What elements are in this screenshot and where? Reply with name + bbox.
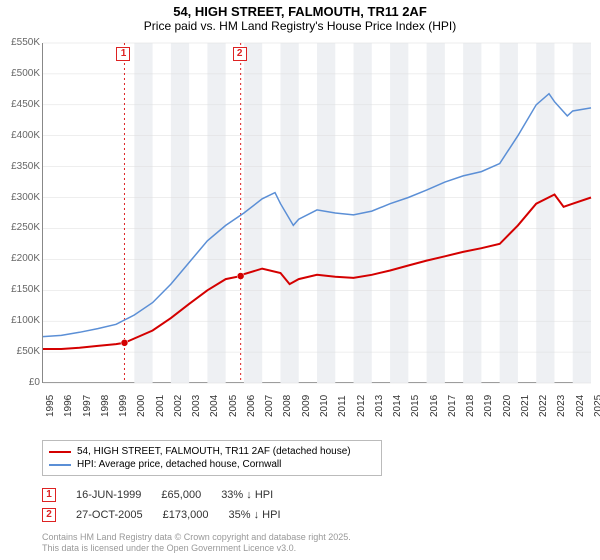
x-tick-label: 2003 — [191, 395, 202, 417]
y-tick-label: £550K — [2, 37, 40, 48]
license-line1: Contains HM Land Registry data © Crown c… — [42, 532, 351, 543]
x-tick-label: 2000 — [136, 395, 147, 417]
x-tick-label: 1995 — [45, 395, 56, 417]
legend-swatch — [49, 464, 71, 466]
x-tick-label: 2017 — [447, 395, 458, 417]
chart: £0 £50K £100K £150K £200K £250K £300K £350K £400… — [0, 35, 600, 435]
x-tick-label: 2013 — [374, 395, 385, 417]
vline-marker: 1 — [116, 47, 130, 61]
x-tick-label: 2009 — [301, 395, 312, 417]
license-line2: This data is licensed under the Open Gov… — [42, 543, 351, 554]
y-tick-label: £50K — [2, 346, 40, 357]
legend-label: HPI: Average price, detached house, Corn… — [77, 459, 281, 470]
event-price: £173,000 — [163, 509, 209, 521]
x-tick-label: 2014 — [392, 395, 403, 417]
y-tick-label: £250K — [2, 222, 40, 233]
x-tick-label: 2005 — [228, 395, 239, 417]
y-tick-label: £450K — [2, 99, 40, 110]
event-delta: 35% ↓ HPI — [229, 509, 281, 521]
title-line2: Price paid vs. HM Land Registry's House … — [0, 19, 600, 33]
y-tick-label: £350K — [2, 161, 40, 172]
y-tick-label: £100K — [2, 315, 40, 326]
legend: 54, HIGH STREET, FALMOUTH, TR11 2AF (det… — [42, 440, 382, 476]
x-tick-label: 1997 — [82, 395, 93, 417]
vline-marker: 2 — [233, 47, 247, 61]
y-tick-label: £150K — [2, 284, 40, 295]
x-tick-label: 2010 — [319, 395, 330, 417]
x-tick-label: 2012 — [356, 395, 367, 417]
x-tick-label: 2004 — [209, 395, 220, 417]
event-date: 27-OCT-2005 — [76, 509, 143, 521]
legend-swatch — [49, 451, 71, 453]
x-tick-label: 2022 — [538, 395, 549, 417]
plot-svg — [43, 43, 590, 382]
x-tick-label: 2018 — [465, 395, 476, 417]
x-tick-label: 2008 — [282, 395, 293, 417]
x-tick-label: 2007 — [264, 395, 275, 417]
x-tick-label: 2015 — [410, 395, 421, 417]
x-tick-label: 2020 — [502, 395, 513, 417]
x-tick-label: 1996 — [63, 395, 74, 417]
license-text: Contains HM Land Registry data © Crown c… — [42, 532, 351, 554]
y-tick-label: £0 — [2, 377, 40, 388]
legend-item: 54, HIGH STREET, FALMOUTH, TR11 2AF (det… — [49, 445, 375, 458]
title-block: 54, HIGH STREET, FALMOUTH, TR11 2AF Pric… — [0, 0, 600, 35]
event-row: 1 16-JUN-1999 £65,000 33% ↓ HPI — [42, 488, 273, 502]
y-tick-label: £300K — [2, 192, 40, 203]
x-tick-label: 2011 — [337, 395, 348, 417]
x-tick-label: 1998 — [100, 395, 111, 417]
x-tick-label: 2001 — [155, 395, 166, 417]
y-tick-label: £200K — [2, 253, 40, 264]
event-delta: 33% ↓ HPI — [221, 489, 273, 501]
event-marker-2: 2 — [42, 508, 56, 522]
x-tick-label: 2023 — [556, 395, 567, 417]
title-line1: 54, HIGH STREET, FALMOUTH, TR11 2AF — [0, 4, 600, 19]
event-marker-1: 1 — [42, 488, 56, 502]
x-tick-label: 2021 — [520, 395, 531, 417]
x-tick-label: 2016 — [429, 395, 440, 417]
plot-area — [42, 43, 590, 383]
event-row: 2 27-OCT-2005 £173,000 35% ↓ HPI — [42, 508, 281, 522]
x-tick-label: 2002 — [173, 395, 184, 417]
x-tick-label: 2025 — [593, 395, 600, 417]
x-tick-label: 1999 — [118, 395, 129, 417]
legend-item: HPI: Average price, detached house, Corn… — [49, 458, 375, 471]
event-price: £65,000 — [161, 489, 201, 501]
y-tick-label: £500K — [2, 68, 40, 79]
x-tick-label: 2024 — [575, 395, 586, 417]
event-date: 16-JUN-1999 — [76, 489, 141, 501]
legend-label: 54, HIGH STREET, FALMOUTH, TR11 2AF (det… — [77, 446, 351, 457]
x-tick-label: 2019 — [483, 395, 494, 417]
x-tick-label: 2006 — [246, 395, 257, 417]
y-tick-label: £400K — [2, 130, 40, 141]
